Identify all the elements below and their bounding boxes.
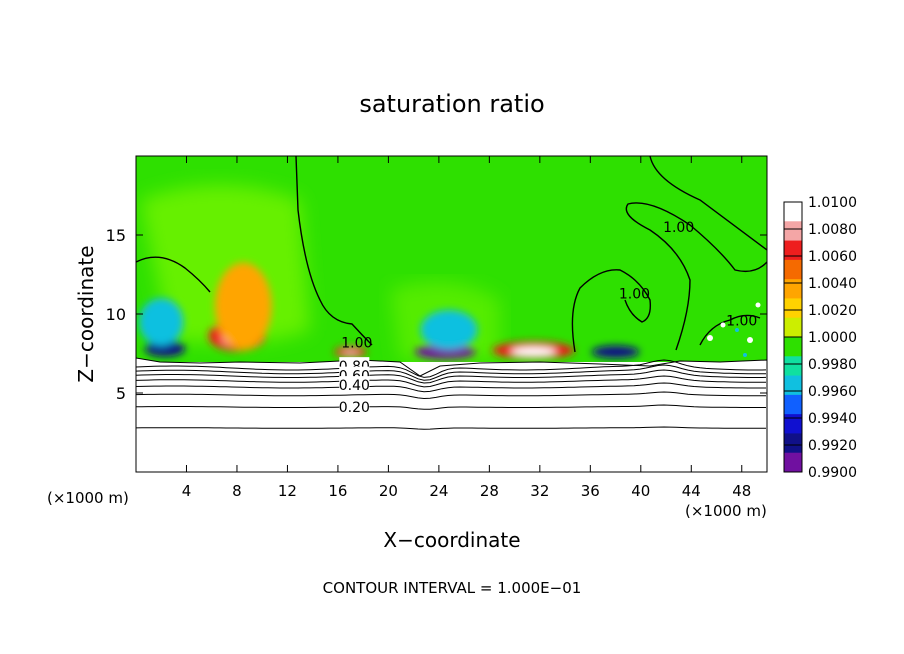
x-tick-label: 36: [581, 482, 600, 500]
colorbar-swatch: [784, 202, 802, 222]
colorbar: 1.0100 1.0080 1.0060 1.0040 1.0020 1.0000 0.99…: [783, 195, 857, 481]
colorbar-swatch: [784, 317, 802, 338]
colorbar-label: 1.0020: [808, 303, 857, 319]
field-hotspot-core: [510, 346, 557, 357]
x-unit-left: (×1000 m): [47, 489, 129, 507]
colorbar-label: 1.0000: [808, 330, 857, 346]
terrain-contour: [136, 382, 766, 393]
terrain-contour: [136, 359, 767, 378]
contour-1-top-right: [649, 156, 767, 251]
x-tick-label: 20: [379, 482, 398, 500]
colorbar-label: 1.0040: [808, 276, 857, 292]
field-hotspot: [144, 340, 186, 357]
colorbar-label: 0.9920: [808, 438, 857, 454]
x-tick-label: 32: [530, 482, 549, 500]
x-axis: 4 8 12 16 20 24 28 32 36 40 44 48: [182, 156, 751, 500]
hotspot-layer: [139, 262, 640, 360]
colorbar-swatch: [784, 414, 802, 434]
colorbar-swatch: [784, 221, 802, 242]
terrain-contour: [136, 375, 766, 388]
contour-1-left: [136, 256, 211, 293]
colorbar-swatch: [784, 433, 802, 454]
x-axis-label: X−coordinate: [383, 528, 520, 552]
x-tick-label: 44: [682, 482, 701, 500]
colorbar-label: 1.0060: [808, 249, 857, 265]
contour-1-right-loop: [571, 269, 652, 353]
colorbar-label: 0.9940: [808, 411, 857, 427]
y-tick-label: 5: [116, 384, 126, 403]
y-axis-label: Z−coordinate: [74, 245, 98, 382]
contour-label: 1.00: [726, 313, 757, 329]
terrain-contour: [136, 364, 766, 381]
colorbar-label: 0.9980: [808, 357, 857, 373]
contour-label: 1.00: [341, 335, 372, 351]
colorbar-swatch: [784, 298, 802, 319]
terrain-contour: [136, 404, 766, 410]
field-hotspot: [591, 345, 640, 359]
colorbar-swatch: [784, 356, 802, 377]
colorbar-label: 1.0080: [808, 222, 857, 238]
terrain-contour: [136, 426, 766, 430]
contour-label: 0.20: [339, 400, 370, 416]
colorbar-swatch: [784, 394, 802, 415]
contour-1-right-edge: [699, 314, 761, 346]
terrain-boundary: [136, 357, 767, 472]
contour-1-center: [295, 156, 373, 346]
contour-label-bg: [339, 376, 370, 392]
x-tick-label: 24: [429, 482, 448, 500]
contour-label-layer: 1.001.001.001.000.800.600.400.20: [339, 220, 758, 416]
terrain-contour: [136, 369, 767, 384]
field-hotspot: [414, 344, 476, 360]
contour-label: 0.40: [339, 378, 370, 394]
x-tick-label: 4: [182, 482, 192, 500]
contour-1-right-upper: [625, 202, 767, 351]
terrain-contours: [136, 359, 767, 430]
colorbar-swatch: [784, 375, 802, 396]
y-tick-label: 10: [106, 305, 126, 324]
x-unit-right: (×1000 m): [685, 502, 767, 520]
chart-title: saturation ratio: [359, 90, 544, 118]
colorbar-swatch: [784, 240, 802, 261]
x-tick-label: 12: [278, 482, 297, 500]
colorbar-label: 0.9900: [808, 465, 857, 481]
field-hotspot: [420, 310, 478, 350]
contour-label: 1.00: [619, 286, 650, 302]
x-tick-label: 48: [732, 482, 751, 500]
colorbar-swatch: [784, 279, 802, 299]
colorbar-swatch: [784, 337, 802, 357]
colorbar-label: 0.9960: [808, 384, 857, 400]
y-tick-label: 15: [106, 226, 126, 245]
contour-label-bg: [339, 398, 370, 414]
x-tick-label: 8: [232, 482, 242, 500]
edge-speckles: [707, 302, 761, 357]
terrain-contour: [136, 391, 766, 400]
footer-contour-interval: CONTOUR INTERVAL = 1.000E−01: [323, 579, 582, 597]
field-hotspot-core: [341, 349, 360, 356]
plot-area: 1.001.001.001.000.800.600.400.20: [136, 156, 767, 472]
y-axis: 5 10 15: [106, 226, 767, 403]
colorbar-swatch: [784, 452, 802, 473]
x-tick-label: 28: [480, 482, 499, 500]
contour-lines: [136, 156, 767, 353]
colorbar-label: 1.0100: [808, 195, 857, 211]
x-tick-label: 16: [328, 482, 347, 500]
contour-label: 1.00: [663, 220, 694, 236]
field-hotspot: [214, 262, 272, 350]
field-hotspot: [139, 298, 184, 346]
colorbar-swatch: [784, 259, 802, 280]
x-tick-label: 40: [631, 482, 650, 500]
